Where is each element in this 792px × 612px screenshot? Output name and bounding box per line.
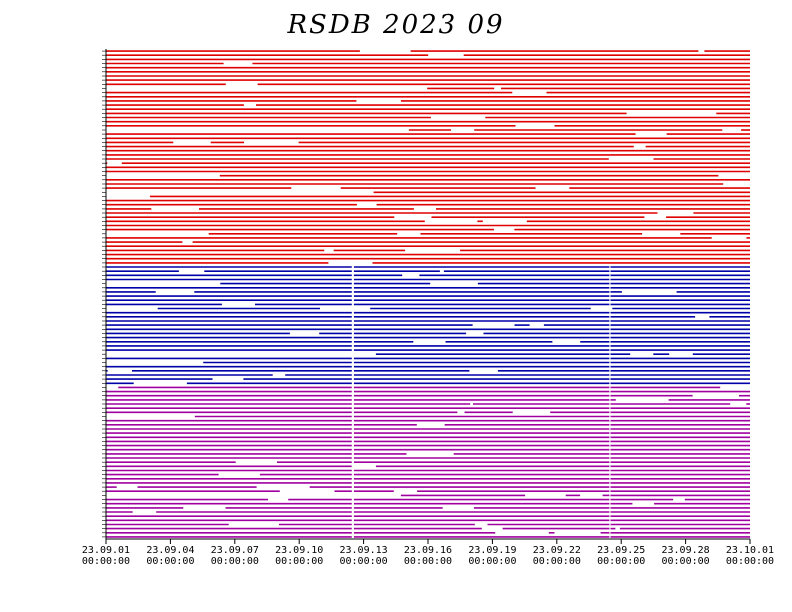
x-tick-time-8: 00:00:00 [597, 556, 645, 567]
x-tick-time-10: 00:00:00 [726, 556, 774, 567]
x-tick-time-1: 00:00:00 [146, 556, 194, 567]
x-tick-date-0: 23.09.01 [82, 545, 130, 556]
x-tick-time-6: 00:00:00 [468, 556, 516, 567]
x-tick-date-7: 23.09.22 [533, 545, 581, 556]
x-tick-time-9: 00:00:00 [662, 556, 710, 567]
x-tick-date-2: 23.09.07 [211, 545, 259, 556]
x-tick-date-9: 23.09.28 [662, 545, 710, 556]
x-tick-time-4: 00:00:00 [340, 556, 388, 567]
x-tick-date-8: 23.09.25 [597, 545, 645, 556]
x-tick-time-0: 00:00:00 [82, 556, 130, 567]
x-tick-date-1: 23.09.04 [146, 545, 194, 556]
x-tick-date-3: 23.09.10 [275, 545, 323, 556]
x-tick-date-6: 23.09.19 [468, 545, 516, 556]
x-tick-date-4: 23.09.13 [340, 545, 388, 556]
x-tick-time-3: 00:00:00 [275, 556, 323, 567]
x-tick-date-10: 23.10.01 [726, 545, 774, 556]
chart-title: RSDB 2023 09 [287, 10, 505, 40]
x-tick-time-7: 00:00:00 [533, 556, 581, 567]
x-tick-date-5: 23.09.16 [404, 545, 452, 556]
x-tick-time-5: 00:00:00 [404, 556, 452, 567]
x-tick-time-2: 00:00:00 [211, 556, 259, 567]
